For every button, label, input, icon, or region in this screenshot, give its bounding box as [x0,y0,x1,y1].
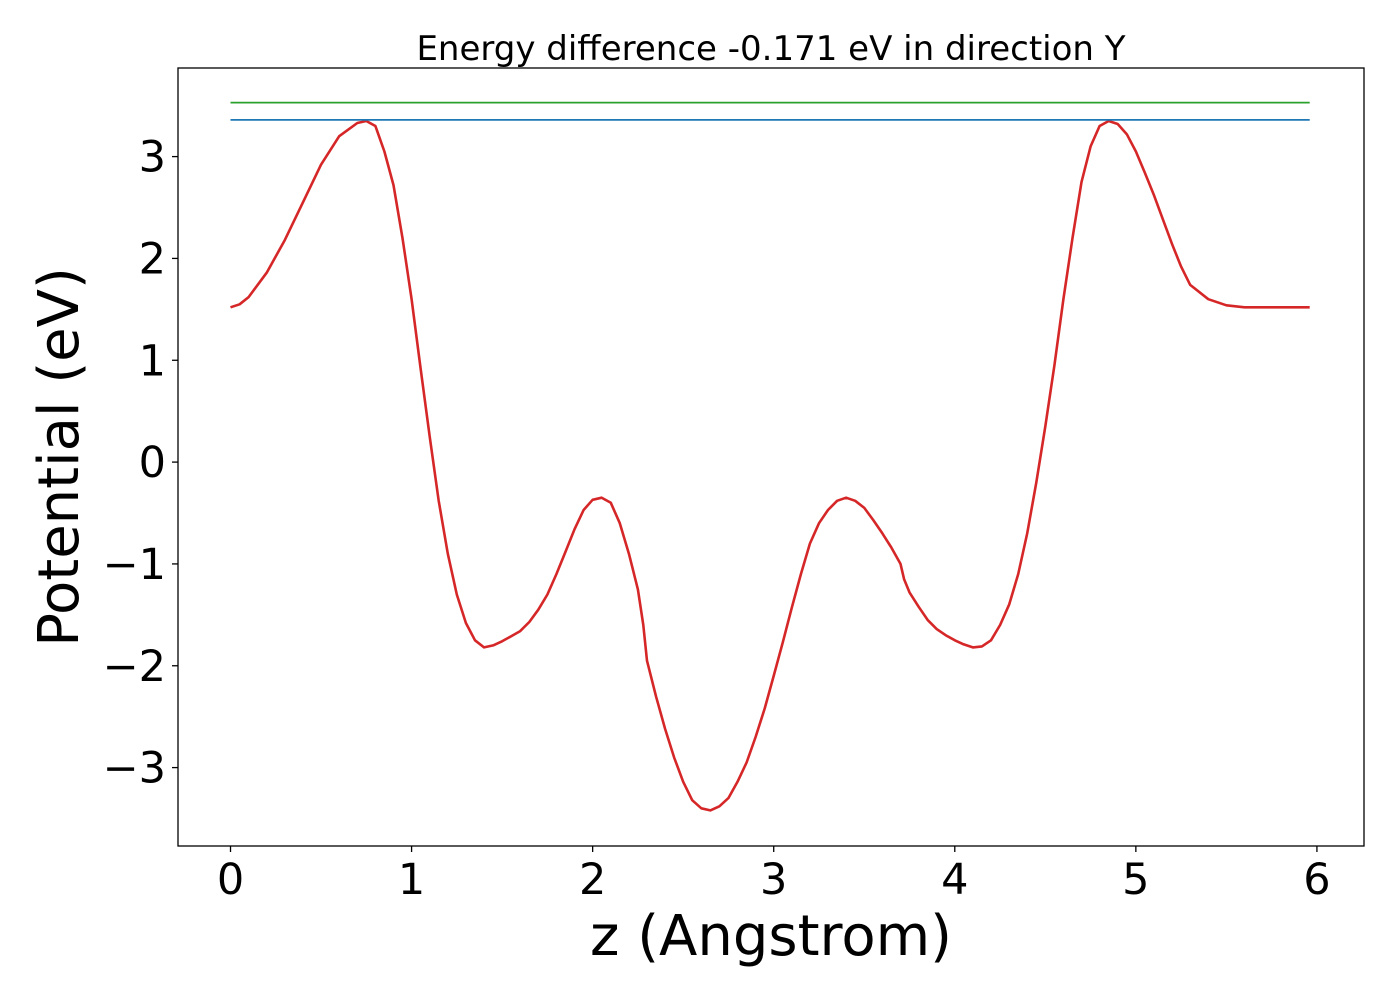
plot-frame [177,67,1365,847]
y-tick-label-5: −2 [103,642,166,692]
x-tick-label-6: 6 [1303,855,1330,905]
y-tick-label-0: 3 [139,133,166,183]
y-tick-label-2: 1 [139,336,166,386]
x-tick-label-5: 5 [1122,855,1149,905]
series-layer [230,101,1310,812]
y-tick-label-6: −3 [103,744,166,794]
y-tick-label-4: −1 [103,540,166,590]
x-tick-label-4: 4 [941,855,968,905]
x-tick-label-2: 2 [579,855,606,905]
y-ticks: 3 2 1 0 −1 −2 −3 [103,133,178,794]
chart-title: Energy difference -0.171 eV in direction… [416,29,1125,69]
y-tick-label-3: 0 [139,438,166,488]
x-tick-label-0: 0 [217,855,244,905]
y-tick-label-1: 2 [139,234,166,284]
x-tick-label-3: 3 [760,855,787,905]
series-line-0 [230,119,1310,812]
x-ticks: 0 1 2 3 4 5 6 [217,846,1331,905]
x-axis-label: z (Angstrom) [590,904,952,969]
y-axis-label: Potential (eV) [27,267,92,647]
x-tick-label-1: 1 [398,855,425,905]
